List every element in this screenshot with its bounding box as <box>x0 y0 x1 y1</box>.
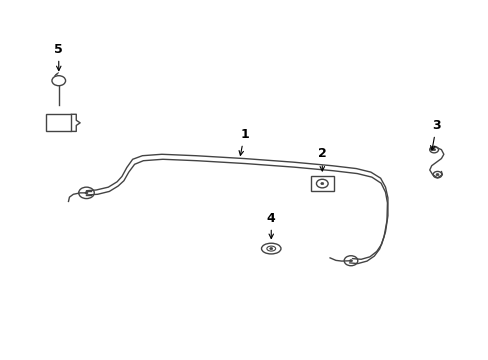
Circle shape <box>269 248 272 249</box>
Circle shape <box>85 192 88 194</box>
Text: 4: 4 <box>266 212 275 238</box>
Circle shape <box>435 174 438 176</box>
Ellipse shape <box>261 243 281 254</box>
Text: 5: 5 <box>54 43 63 71</box>
Bar <box>310 176 333 192</box>
Text: 2: 2 <box>317 147 326 171</box>
Text: 1: 1 <box>239 128 248 155</box>
Bar <box>46 114 71 131</box>
Circle shape <box>349 260 352 262</box>
Ellipse shape <box>266 246 275 251</box>
Circle shape <box>432 149 435 151</box>
Circle shape <box>320 183 323 185</box>
Text: 3: 3 <box>429 119 440 150</box>
